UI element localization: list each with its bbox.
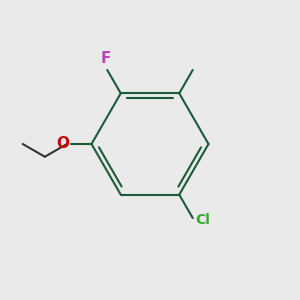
Text: O: O — [56, 136, 69, 152]
Text: Cl: Cl — [195, 212, 210, 226]
Text: F: F — [100, 51, 111, 66]
